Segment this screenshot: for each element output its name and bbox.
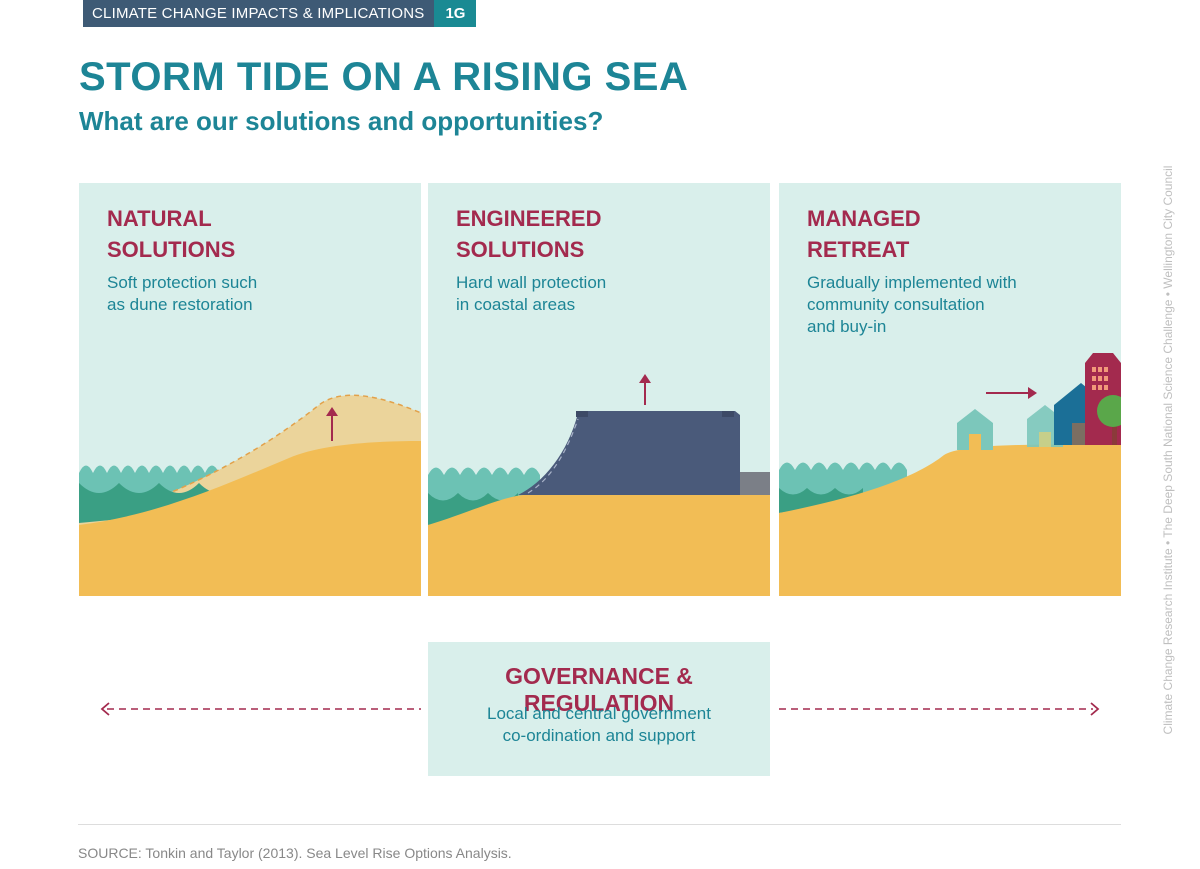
retreat-arrow-head [1028,387,1037,399]
sand-beach [428,495,770,596]
road-edge [740,472,770,495]
page-title: STORM TIDE ON A RISING SEA [79,55,689,99]
governance-title: GOVERNANCE & REGULATION [505,663,693,716]
section-number: 1G [434,0,477,27]
wall-outline [527,418,579,494]
wall-cap-right [722,411,734,417]
panel-description: Hard wall protection in coastal areas [456,273,607,314]
right-arrow-head [1090,702,1100,716]
section-tag: CLIMATE CHANGE IMPACTS & IMPLICATIONS 1G [83,0,477,27]
wall-cap-left [576,411,588,417]
page-subtitle: What are our solutions and opportunities… [79,106,604,136]
panel-description: Gradually implemented with community con… [807,273,1017,336]
house-faded-left [957,409,993,450]
panel-title: ENGINEERED SOLUTIONS [456,206,602,262]
wave-front [79,483,239,523]
panel-managed-retreat: MANAGED RETREAT Gradually implemented wi… [779,183,1121,596]
source-note: SOURCE: Tonkin and Taylor (2013). Sea Le… [78,845,512,861]
section-label: CLIMATE CHANGE IMPACTS & IMPLICATIONS [83,0,435,27]
sand-beach [79,441,421,596]
panel-title: MANAGED RETREAT [807,206,921,262]
panel-natural-solutions: NATURAL SOLUTIONS Soft protection such a… [79,183,421,596]
governance-description: Local and central government co-ordinati… [487,704,711,745]
tree [1097,395,1121,445]
panel-title: NATURAL SOLUTIONS [107,206,236,262]
wave-front [779,488,863,513]
sand-beach [779,443,1121,596]
raise-arrow-head [639,374,651,383]
dune-outline [79,394,421,522]
dune-illustration [79,394,421,596]
side-credit: Climate Change Research Institute • The … [1161,165,1175,735]
left-arrow-head [100,702,110,716]
retreat-illustration [779,353,1121,596]
raise-arrow-head [326,407,338,416]
footer-divider [78,824,1121,825]
seawall-illustration [428,374,770,596]
panel-engineered-solutions: ENGINEERED SOLUTIONS Hard wall protectio… [428,183,770,596]
panel-description: Soft protection such as dune restoration [107,273,258,314]
governance-box: GOVERNANCE & REGULATION Local and centra… [428,642,770,776]
sea-wall [518,411,740,495]
wave-front [428,493,518,525]
